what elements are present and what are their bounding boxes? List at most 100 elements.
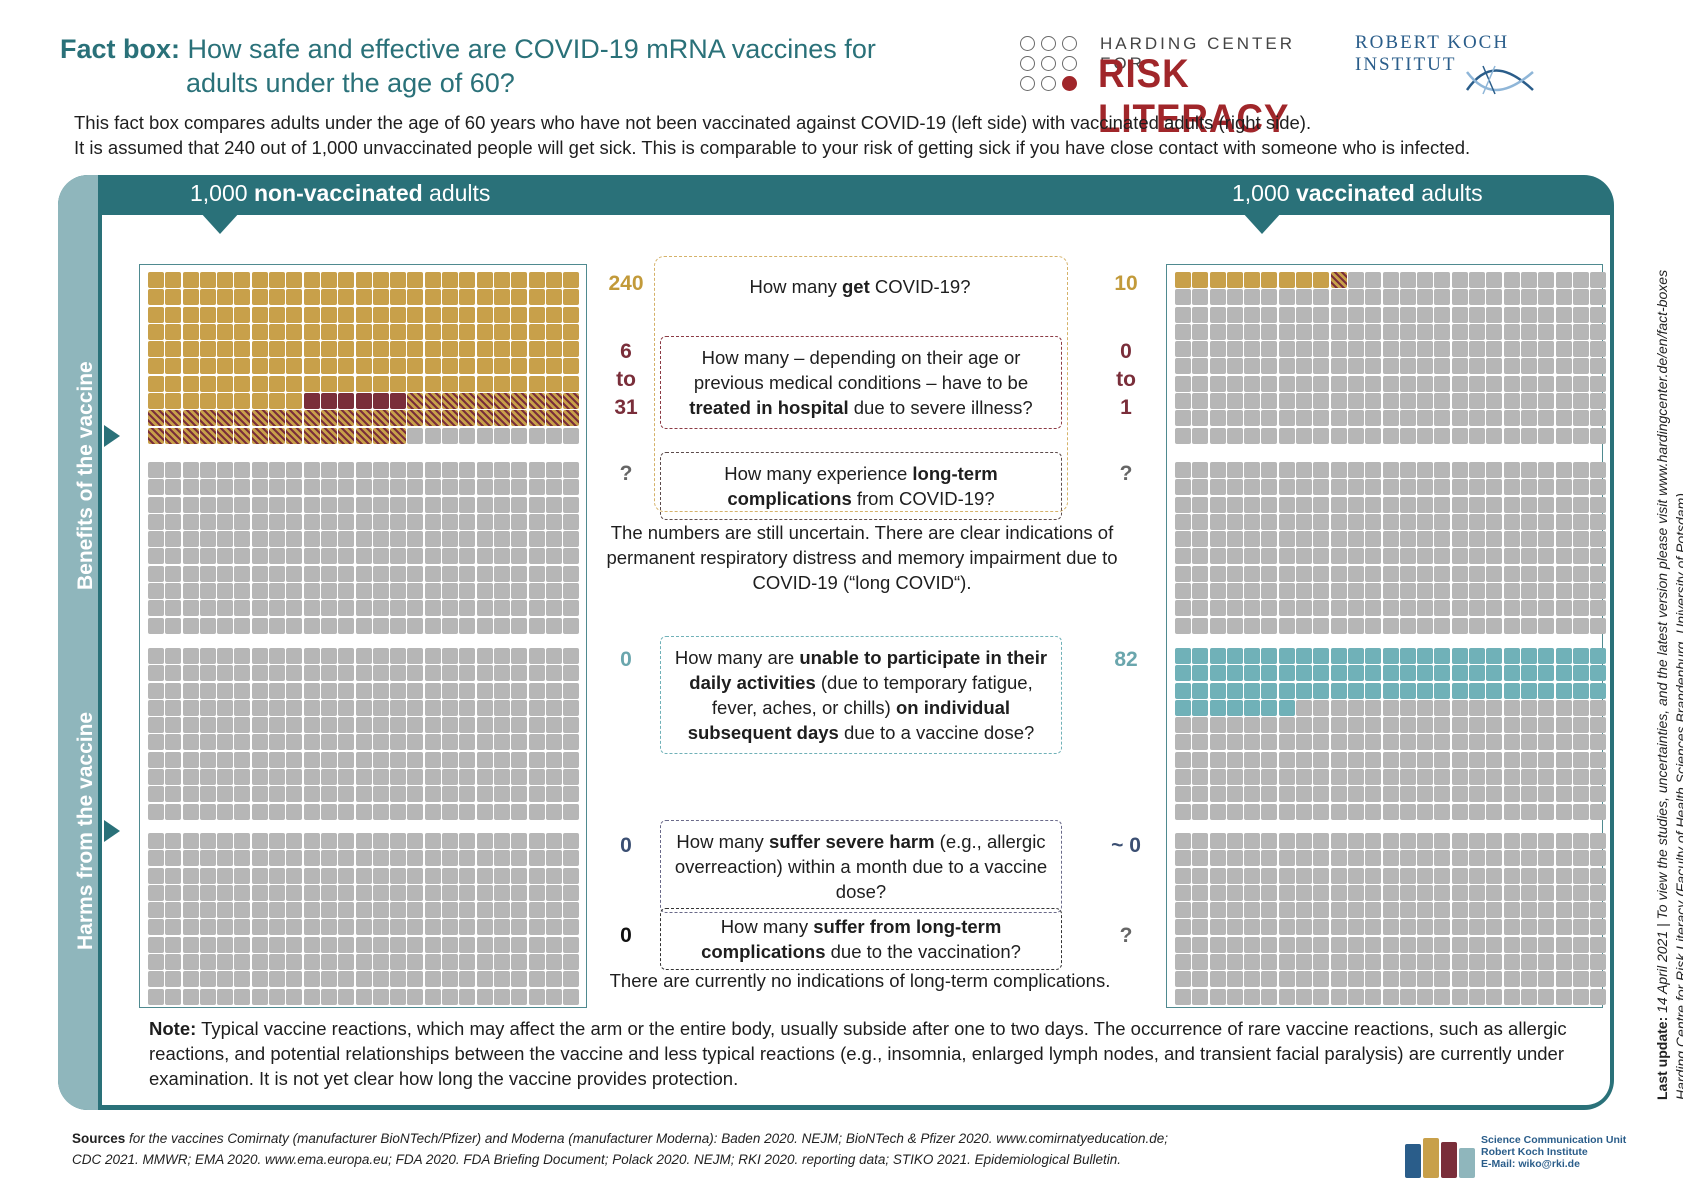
- person-icon: [338, 850, 355, 867]
- person-icon: [1209, 375, 1226, 392]
- person-icon: [286, 323, 303, 340]
- person-icon: [286, 751, 303, 768]
- person-icon: [424, 850, 441, 867]
- person-icon: [407, 665, 424, 682]
- person-icon: [1572, 513, 1589, 530]
- person-icon: [407, 699, 424, 716]
- person-icon: [303, 306, 320, 323]
- person-icon: [1313, 462, 1330, 478]
- person-icon: [1226, 479, 1243, 496]
- person-icon: [1365, 867, 1382, 884]
- person-icon: [459, 699, 476, 716]
- person-icon: [459, 375, 476, 392]
- person-icon: [286, 803, 303, 820]
- person-icon: [493, 954, 510, 971]
- sources-text: Sources for the vaccines Comirnaty (manu…: [72, 1131, 1169, 1167]
- person-icon: [511, 803, 528, 820]
- person-icon: [303, 272, 320, 288]
- person-icon: [320, 682, 337, 699]
- person-icon: [545, 803, 562, 820]
- person-icon: [372, 323, 389, 340]
- person-icon: [1469, 289, 1486, 306]
- person-icon: [1555, 867, 1572, 884]
- person-icon: [355, 786, 372, 803]
- person-icon: [1244, 936, 1261, 953]
- person-icon: [234, 648, 251, 664]
- person-icon: [1572, 786, 1589, 803]
- person-icon: [1192, 936, 1209, 953]
- person-icon: [1347, 919, 1364, 936]
- person-icon: [303, 462, 320, 478]
- person-icon: [1451, 565, 1468, 582]
- person-icon: [1434, 479, 1451, 496]
- person-icon: [442, 375, 459, 392]
- person-icon: [1555, 734, 1572, 751]
- person-icon: [476, 803, 493, 820]
- person-icon: [511, 548, 528, 565]
- person-icon: [1296, 850, 1313, 867]
- person-icon: [511, 565, 528, 582]
- person-icon: [1209, 272, 1226, 288]
- person-icon: [459, 496, 476, 513]
- person-icon: [1572, 682, 1589, 699]
- person-icon: [390, 699, 407, 716]
- person-icon: [234, 531, 251, 548]
- person-icon: [1417, 665, 1434, 682]
- person-icon: [199, 751, 216, 768]
- person-icon: [1590, 341, 1607, 358]
- person-icon: [1365, 734, 1382, 751]
- person-icon: [269, 803, 286, 820]
- person-icon: [528, 272, 545, 288]
- person-icon: [199, 323, 216, 340]
- person-icon: [1417, 323, 1434, 340]
- person-icon: [528, 531, 545, 548]
- person-icon: [1434, 902, 1451, 919]
- person-icon: [1434, 717, 1451, 734]
- person-icon: [355, 769, 372, 786]
- person-icon: [1417, 734, 1434, 751]
- person-icon: [1365, 665, 1382, 682]
- person-icon: [251, 272, 268, 288]
- person-icon: [1347, 717, 1364, 734]
- person-icon: [199, 699, 216, 716]
- q3-right-value: ?: [1119, 462, 1133, 485]
- person-icon: [355, 648, 372, 664]
- person-icon: [1347, 833, 1364, 849]
- person-icon: [148, 682, 164, 699]
- person-icon: [320, 358, 337, 375]
- person-icon: [424, 751, 441, 768]
- person-icon: [1417, 648, 1434, 664]
- person-icon: [1192, 769, 1209, 786]
- person-icon: [407, 971, 424, 988]
- person-icon: [234, 617, 251, 634]
- person-icon: [372, 751, 389, 768]
- person-icon: [493, 496, 510, 513]
- person-icon: [303, 617, 320, 634]
- person-icon: [303, 971, 320, 988]
- person-icon: [372, 375, 389, 392]
- person-icon: [251, 717, 268, 734]
- person-icon: [338, 513, 355, 530]
- person-icon: [1330, 734, 1347, 751]
- person-icon: [1572, 648, 1589, 664]
- person-icon: [303, 341, 320, 358]
- person-icon: [1278, 479, 1295, 496]
- page-title: Fact box: How safe and effective are COV…: [60, 32, 960, 100]
- person-icon: [355, 867, 372, 884]
- person-icon: [1572, 375, 1589, 392]
- person-icon: [442, 902, 459, 919]
- person-icon: [476, 410, 493, 427]
- person-icon: [338, 600, 355, 617]
- person-icon: [1226, 988, 1243, 1005]
- person-icon: [234, 833, 251, 849]
- person-icon: [165, 786, 182, 803]
- person-icon: [199, 786, 216, 803]
- person-icon: [1175, 410, 1191, 427]
- person-icon: [1261, 479, 1278, 496]
- person-icon: [1572, 479, 1589, 496]
- person-icon: [1244, 393, 1261, 410]
- person-icon: [528, 971, 545, 988]
- person-icon: [442, 850, 459, 867]
- person-icon: [1520, 565, 1537, 582]
- person-icon: [511, 682, 528, 699]
